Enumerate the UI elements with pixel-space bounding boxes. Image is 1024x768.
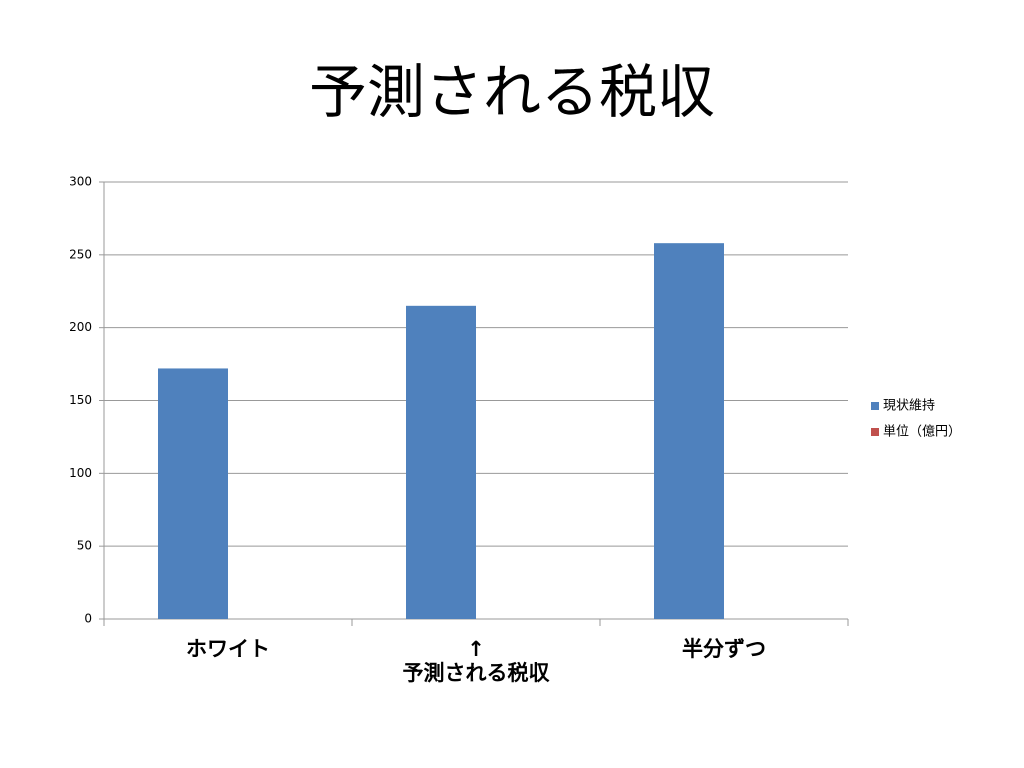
x-tick-label: ↑ 予測される税収 — [402, 637, 550, 685]
y-tick-label: 150 — [69, 393, 92, 407]
x-tick-label: 半分ずつ — [682, 637, 766, 661]
y-tick-label: 100 — [69, 466, 92, 480]
y-tick-label: 250 — [69, 247, 92, 261]
bar — [158, 368, 228, 619]
y-tick-label: 300 — [69, 175, 92, 189]
y-tick-label: 200 — [69, 320, 92, 334]
y-tick-label: 0 — [84, 612, 92, 626]
legend-label: 単位（億円） — [883, 424, 961, 440]
bar — [654, 243, 724, 619]
legend-swatch — [871, 428, 879, 436]
chart-title: 予測される税収 — [309, 58, 715, 126]
x-tick-label: ホワイト — [186, 637, 270, 661]
bar — [406, 305, 476, 619]
legend-label: 現状維持 — [883, 399, 935, 414]
legend-swatch — [871, 402, 879, 410]
y-tick-label: 50 — [77, 539, 92, 553]
